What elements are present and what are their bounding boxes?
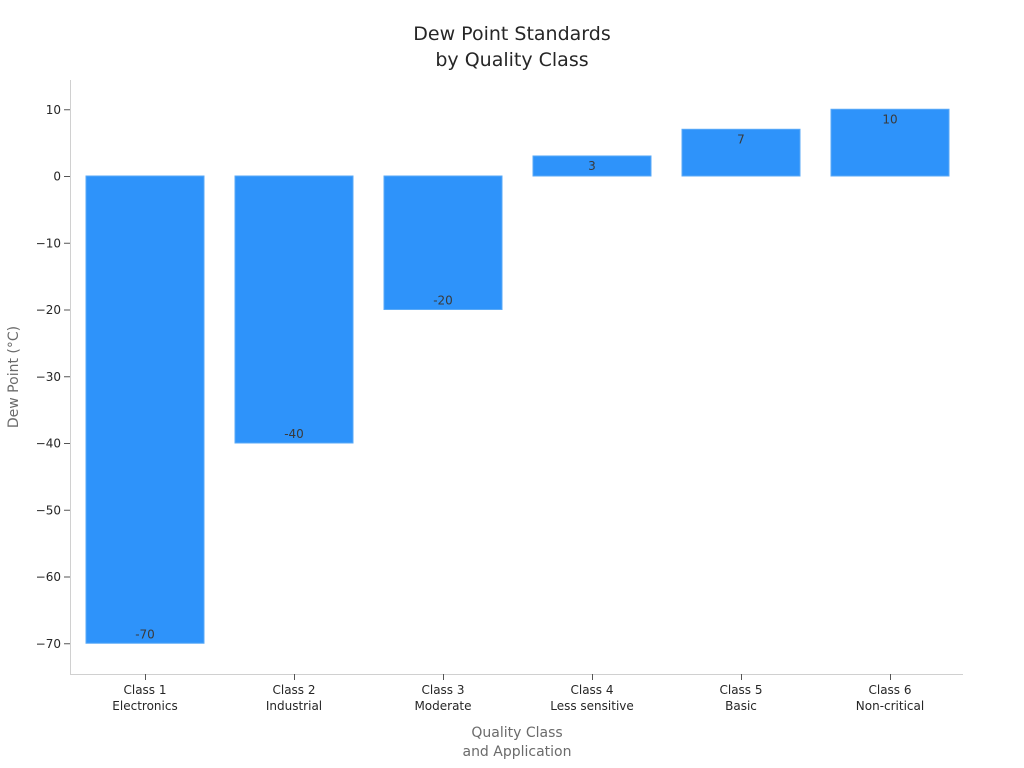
x-axis-ticks: Class 1 Electronics Class 2 Industrial Class… bbox=[112, 674, 924, 713]
bar-class-5 bbox=[681, 128, 801, 177]
bar-labels-group: -70 -40 -20 3 7 10 bbox=[135, 112, 897, 641]
chart-title-line-1: Dew Point Standards bbox=[413, 23, 611, 45]
bar-value-label: -20 bbox=[433, 294, 453, 308]
x-tick-label: Non-critical bbox=[856, 699, 924, 713]
bar-class-4 bbox=[532, 155, 652, 177]
y-axis-title: Dew Point (°C) bbox=[6, 326, 22, 428]
bar-class-3 bbox=[383, 175, 503, 310]
x-tick-label: Class 3 bbox=[421, 683, 464, 697]
y-axis-ticks: 10 0 −10 −20 −30 −40 −50 −60 −70 bbox=[36, 103, 70, 651]
y-tick-label: −60 bbox=[36, 570, 61, 584]
x-tick-label: Class 5 bbox=[719, 683, 762, 697]
bar-value-label: 7 bbox=[737, 132, 745, 146]
x-axis-title-line-1: Quality Class bbox=[471, 725, 562, 741]
x-tick-label: Class 1 bbox=[123, 683, 166, 697]
chart-title-line-2: by Quality Class bbox=[435, 49, 589, 71]
y-tick-label: −20 bbox=[36, 303, 61, 317]
x-axis-title-line-2: and Application bbox=[462, 744, 571, 760]
bars-group bbox=[85, 108, 950, 644]
bar-value-label: -70 bbox=[135, 627, 155, 641]
y-tick-label: −30 bbox=[36, 370, 61, 384]
chart-title: Dew Point Standards by Quality Class bbox=[0, 21, 1024, 73]
bar-value-label: -40 bbox=[284, 427, 304, 441]
x-tick-label: Industrial bbox=[266, 699, 322, 713]
bar-class-6 bbox=[830, 108, 950, 177]
y-tick-label: 0 bbox=[53, 170, 61, 184]
bar-value-label: 10 bbox=[882, 112, 897, 126]
y-tick-label: 10 bbox=[46, 103, 61, 117]
bar-value-label: 3 bbox=[588, 159, 596, 173]
x-tick-label: Class 6 bbox=[868, 683, 911, 697]
y-tick-label: −10 bbox=[36, 236, 61, 250]
x-tick-label: Moderate bbox=[414, 699, 471, 713]
x-tick-label: Electronics bbox=[112, 699, 177, 713]
y-tick-label: −40 bbox=[36, 437, 61, 451]
bar-class-2 bbox=[234, 175, 354, 444]
x-tick-label: Basic bbox=[725, 699, 757, 713]
x-tick-label: Class 4 bbox=[570, 683, 613, 697]
x-tick-label: Less sensitive bbox=[550, 699, 634, 713]
y-tick-label: −50 bbox=[36, 503, 61, 517]
bar-class-1 bbox=[85, 175, 205, 644]
y-tick-label: −70 bbox=[36, 637, 61, 651]
x-tick-label: Class 2 bbox=[272, 683, 315, 697]
